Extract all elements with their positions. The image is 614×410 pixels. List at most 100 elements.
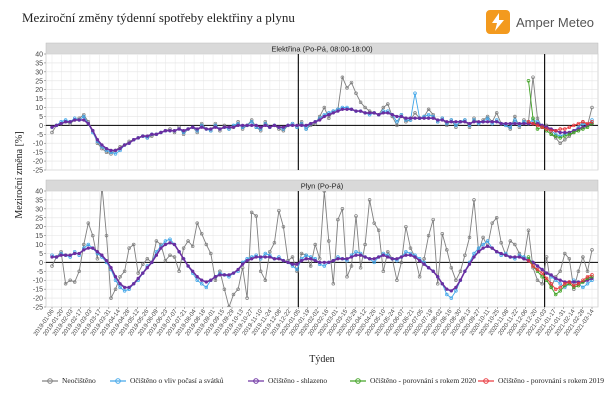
data-point-shlazeno [340,257,345,261]
data-point-shlazeno [304,257,308,261]
data-point-ocisteno [113,152,118,156]
data-point-shlazeno [95,250,100,254]
data-point-shlazeno [191,125,195,129]
data-point-shlazeno [63,120,68,124]
data-point-shlazeno [86,246,90,250]
data-point-porovnani_2019 [553,128,558,133]
data-point-shlazeno [204,280,208,284]
brand-name: Amper Meteo [516,14,595,30]
data-point-shlazeno [422,262,426,266]
data-point-neocisteno [526,228,531,233]
data-point-shlazeno [445,120,449,124]
data-point-neocisteno [349,264,354,268]
data-point-ocisteno [372,260,376,265]
data-point-shlazeno [413,116,417,120]
data-point-shlazeno [327,113,331,117]
data-point-shlazeno [245,258,249,263]
data-point-shlazeno [386,255,390,259]
data-point-neocisteno [449,265,454,270]
data-point-shlazeno [299,258,304,263]
data-point-shlazeno [386,111,390,115]
data-point-neocisteno [463,253,467,257]
data-point-porovnani_2019 [526,258,531,263]
data-point-shlazeno [195,275,199,279]
data-point-neocisteno [236,287,240,291]
data-point-neocisteno [245,296,249,300]
data-point-porovnani_2019 [585,121,590,126]
data-point-shlazeno [390,257,394,261]
data-point-neocisteno [386,102,390,106]
data-point-neocisteno [204,242,209,247]
data-point-neocisteno [576,269,581,274]
data-point-neocisteno [327,116,331,120]
data-point-shlazeno [213,125,218,129]
data-point-ocisteno [485,116,490,120]
data-point-neocisteno [240,265,245,270]
legend-label: Očištěno - shlazeno [268,376,328,385]
data-point-ocisteno [454,123,458,128]
data-point-porovnani_2020 [553,134,558,138]
data-point-neocisteno [82,242,86,247]
data-point-porovnani_2019 [590,120,594,124]
data-point-shlazeno [358,253,363,257]
data-point-porovnani_2019 [544,127,549,131]
lightning-logo-icon [486,10,510,34]
data-point-shlazeno [499,121,503,126]
data-point-shlazeno [345,257,349,261]
data-point-shlazeno [68,120,72,124]
data-point-porovnani_2019 [535,267,540,272]
data-point-neocisteno [395,123,399,128]
data-point-ocisteno [204,285,209,290]
data-point-shlazeno [472,120,476,124]
data-point-shlazeno [227,273,231,277]
data-point-shlazeno [426,266,431,270]
data-point-neocisteno [340,207,345,211]
data-point-shlazeno [118,282,122,286]
data-point-shlazeno [377,255,381,259]
data-point-shlazeno [54,255,59,259]
data-point-shlazeno [572,280,576,284]
data-point-porovnani_2019 [535,123,540,128]
legend-label: Neočištěno [62,376,96,385]
data-point-shlazeno [377,113,381,117]
data-point-shlazeno [82,248,86,252]
data-point-shlazeno [141,271,145,275]
data-point-shlazeno [449,120,453,124]
data-point-ocisteno [322,264,327,268]
data-point-neocisteno [299,251,304,256]
data-point-shlazeno [399,114,404,119]
data-point-porovnani_2019 [590,273,594,277]
data-point-ocisteno [472,251,476,256]
data-point-shlazeno [109,148,113,153]
data-point-shlazeno [218,127,222,131]
data-point-shlazeno [340,107,345,111]
series-line-porovnani_2020 [528,256,593,296]
series-line-porovnani_2019 [528,260,593,290]
data-point-porovnani_2020 [572,130,576,135]
data-point-shlazeno [236,123,240,128]
data-point-shlazeno [286,260,290,265]
data-point-shlazeno [313,258,317,263]
data-point-neocisteno [404,224,408,229]
data-point-shlazeno [558,278,562,282]
data-point-shlazeno [295,262,299,266]
data-point-shlazeno [467,121,472,126]
data-point-neocisteno [77,269,81,274]
data-point-neocisteno [141,262,145,266]
brand-logo[interactable]: Amper Meteo [486,8,610,36]
data-point-ocisteno [404,249,408,254]
data-point-shlazeno [118,146,122,151]
data-point-neocisteno [68,278,72,282]
data-point-porovnani_2019 [544,276,549,281]
data-point-neocisteno [490,221,494,225]
data-point-shlazeno [513,121,517,126]
data-point-shlazeno [195,127,199,131]
data-point-shlazeno [136,276,140,281]
data-point-porovnani_2019 [581,120,585,124]
data-point-shlazeno [163,242,168,247]
chart-canvas: Elektřina (Po-Pá, 08:00-18:00) -25 -20 -15 -… [14,42,599,365]
data-point-shlazeno [349,255,354,259]
y-tick-label: 10 [35,105,43,112]
data-point-shlazeno [431,269,435,273]
data-point-shlazeno [227,125,231,129]
